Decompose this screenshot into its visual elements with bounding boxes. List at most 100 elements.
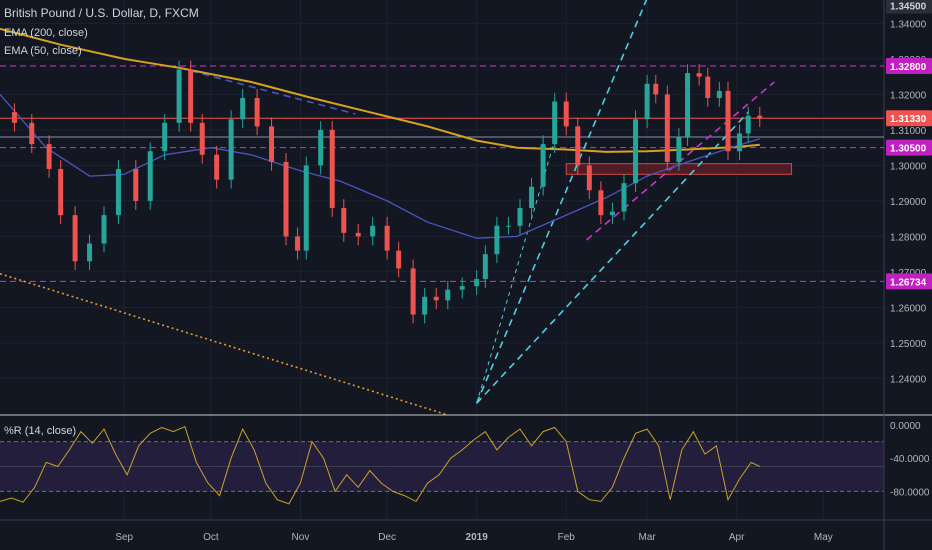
price-label-text: 1.26734 bbox=[890, 277, 927, 288]
price-tick-label: 1.26000 bbox=[890, 303, 927, 314]
time-tick-label: Sep bbox=[115, 532, 133, 543]
candle-body bbox=[410, 268, 416, 315]
ema200-legend[interactable]: EMA (200, close) bbox=[4, 27, 88, 39]
time-tick-label: Mar bbox=[638, 532, 656, 543]
candle-body bbox=[199, 122, 205, 155]
willr-line bbox=[0, 426, 761, 505]
trendline bbox=[475, 0, 648, 404]
willr-panel bbox=[0, 426, 884, 505]
candle-body bbox=[228, 119, 234, 180]
price-tick-label: 1.30000 bbox=[890, 161, 927, 172]
candle-body bbox=[696, 73, 702, 77]
candle-body bbox=[115, 168, 121, 216]
price-label-badge: 1.32800 bbox=[886, 58, 932, 75]
candle-body bbox=[422, 296, 428, 315]
candle-body bbox=[269, 126, 275, 162]
candle-body bbox=[162, 122, 168, 152]
price-tick-label: 1.24000 bbox=[890, 374, 927, 385]
candle-body bbox=[46, 144, 52, 169]
trendline bbox=[178, 67, 356, 115]
price-label-badge: 1.26734 bbox=[886, 273, 932, 290]
candle-body bbox=[529, 186, 535, 209]
candle-body bbox=[474, 279, 480, 287]
candle-body bbox=[494, 225, 500, 255]
candle-body bbox=[737, 133, 743, 152]
candle-body bbox=[445, 289, 451, 301]
time-tick-label: Oct bbox=[203, 532, 219, 543]
candle-body bbox=[58, 168, 64, 216]
price-tick-label: 1.32000 bbox=[890, 90, 927, 101]
time-tick-label: Feb bbox=[558, 532, 576, 543]
candle-body bbox=[676, 137, 682, 162]
chart-title[interactable]: British Pound / U.S. Dollar, D, FXCM bbox=[4, 6, 199, 20]
candle-body bbox=[745, 115, 751, 134]
price-tick-label: 1.29000 bbox=[890, 197, 927, 208]
willr-tick-label: -40.0000 bbox=[890, 454, 930, 465]
candle-body bbox=[552, 101, 558, 145]
candles bbox=[11, 60, 763, 324]
candle-body bbox=[214, 154, 220, 180]
time-tick-label: 2019 bbox=[466, 532, 489, 543]
candle-body bbox=[254, 97, 260, 127]
price-label-box bbox=[886, 273, 932, 290]
candle-body bbox=[176, 69, 182, 123]
candle-body bbox=[653, 83, 659, 95]
candle-body bbox=[575, 126, 581, 166]
candle-body bbox=[396, 250, 402, 269]
candle-body bbox=[29, 122, 35, 145]
grid-lines bbox=[0, 0, 884, 520]
candle-body bbox=[355, 232, 361, 237]
candle-body bbox=[563, 101, 569, 127]
candle-body bbox=[757, 115, 763, 119]
candle-body bbox=[705, 76, 711, 98]
price-axis: 1.340001.330001.320001.310001.300001.290… bbox=[886, 0, 932, 498]
candle-body bbox=[101, 215, 107, 244]
price-label-badge: 1.34500 bbox=[886, 0, 932, 14]
candle-body bbox=[295, 236, 301, 251]
candle-body bbox=[685, 73, 691, 138]
willr-legend[interactable]: %R (14, close) bbox=[4, 425, 77, 437]
candle-body bbox=[133, 168, 139, 201]
candle-body bbox=[147, 151, 153, 201]
candle-body bbox=[505, 225, 511, 227]
candle-body bbox=[540, 144, 546, 187]
time-tick-label: Apr bbox=[729, 532, 745, 543]
candle-body bbox=[517, 208, 523, 226]
price-label-badge: 1.31330 bbox=[886, 110, 932, 127]
candle-body bbox=[240, 97, 246, 120]
price-label-text: 1.34500 bbox=[890, 2, 927, 13]
candle-body bbox=[459, 286, 465, 290]
candle-body bbox=[633, 119, 639, 184]
price-label-text: 1.31330 bbox=[890, 114, 927, 125]
candle-body bbox=[433, 296, 439, 301]
candle-body bbox=[384, 225, 390, 251]
candle-body bbox=[341, 208, 347, 233]
time-axis: Sep Oct Nov Dec 2019 Feb Mar Apr May bbox=[115, 532, 832, 543]
candle-body bbox=[716, 90, 722, 98]
time-tick-label: Nov bbox=[292, 532, 310, 543]
candle-body bbox=[87, 243, 93, 262]
candle-body bbox=[188, 69, 194, 123]
candle-body bbox=[609, 211, 615, 216]
ema50-legend[interactable]: EMA (50, close) bbox=[4, 45, 82, 57]
time-tick-label: Dec bbox=[378, 532, 396, 543]
time-tick-label: May bbox=[814, 532, 833, 543]
trendline bbox=[476, 140, 556, 404]
price-tick-label: 1.34000 bbox=[890, 19, 927, 30]
candle-body bbox=[598, 190, 604, 216]
willr-tick-label: -80.0000 bbox=[890, 487, 930, 498]
candle-body bbox=[725, 90, 731, 152]
price-label-box bbox=[886, 110, 932, 127]
trendline bbox=[476, 111, 749, 404]
price-label-text: 1.32800 bbox=[890, 62, 927, 73]
willr-tick-label: 0.0000 bbox=[890, 421, 921, 432]
candle-body bbox=[329, 129, 335, 209]
candle-body bbox=[11, 112, 17, 123]
price-label-box bbox=[886, 58, 932, 75]
price-label-box bbox=[886, 0, 932, 14]
candle-body bbox=[318, 129, 324, 166]
candle-body bbox=[303, 165, 309, 251]
candle-body bbox=[283, 161, 289, 237]
price-label-text: 1.30500 bbox=[890, 144, 927, 155]
